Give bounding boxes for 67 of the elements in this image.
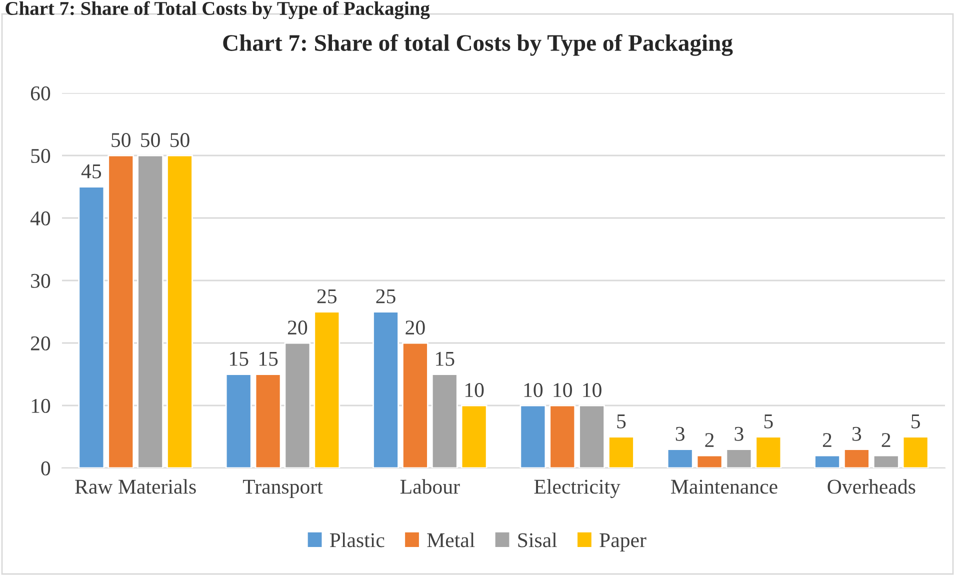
bar xyxy=(284,342,311,468)
bar xyxy=(872,454,900,468)
bar xyxy=(314,311,340,468)
bar xyxy=(108,154,134,468)
x-tick-label: Transport xyxy=(242,480,323,498)
bar xyxy=(520,404,546,468)
data-label: 10 xyxy=(524,383,543,398)
bar xyxy=(814,454,840,468)
data-label: 15 xyxy=(436,352,454,366)
bar xyxy=(666,448,694,468)
bar xyxy=(431,374,458,468)
caption: Chart 7: Share of Total Costs by Type of Packaging xyxy=(6,1,430,20)
legend-label: Metal xyxy=(427,532,475,548)
legend-label: Plastic xyxy=(330,532,384,548)
y-tick-label: 0 xyxy=(41,461,50,476)
data-label: 50 xyxy=(141,133,160,148)
bar xyxy=(726,448,752,468)
bar xyxy=(225,374,252,468)
data-label: 5 xyxy=(617,414,626,428)
y-tick-label: 10 xyxy=(32,398,50,413)
bar xyxy=(254,374,282,468)
bar xyxy=(549,404,576,468)
data-label: 3 xyxy=(734,426,744,441)
bar xyxy=(843,448,870,468)
data-label: 45 xyxy=(81,164,102,178)
bar xyxy=(755,436,782,468)
bar xyxy=(578,404,606,468)
bar xyxy=(372,311,399,468)
x-tick-label: Labour xyxy=(400,479,460,494)
data-label: 20 xyxy=(288,320,308,335)
x-tick-label: Raw Materials xyxy=(75,479,196,494)
data-label: 25 xyxy=(317,289,337,304)
bar xyxy=(608,436,634,468)
data-label: 15 xyxy=(259,352,278,366)
data-label: 15 xyxy=(230,352,248,366)
data-label: 2 xyxy=(822,433,832,447)
y-tick-label: 30 xyxy=(31,274,50,288)
y-tick-label: 60 xyxy=(30,86,50,100)
bar xyxy=(78,186,105,468)
y-tick-label: 20 xyxy=(30,336,50,350)
bar xyxy=(137,154,164,468)
data-label: 2 xyxy=(705,433,714,447)
bar xyxy=(460,404,488,468)
data-label: 20 xyxy=(406,320,425,335)
data-label: 2 xyxy=(882,433,890,447)
bar xyxy=(696,454,723,468)
data-label: 3 xyxy=(852,426,862,441)
data-label: 5 xyxy=(912,414,920,428)
data-label: 10 xyxy=(465,383,484,398)
x-tick-label: Electricity xyxy=(534,479,620,498)
y-tick-label: 50 xyxy=(31,148,50,163)
data-label: 25 xyxy=(376,289,396,304)
data-label: 50 xyxy=(170,133,190,148)
data-label: 3 xyxy=(676,426,684,441)
y-tick-label: 40 xyxy=(30,211,50,226)
bar xyxy=(166,154,193,468)
data-label: 10 xyxy=(583,383,602,398)
chart-title: Chart 7: Share of total Costs by Type of Packaging xyxy=(223,34,733,56)
x-tick-label: Maintenance xyxy=(671,480,778,494)
data-label: 10 xyxy=(554,383,572,398)
legend-label: Paper xyxy=(600,533,646,552)
bar xyxy=(402,342,428,468)
data-label: 50 xyxy=(112,133,130,148)
x-tick-label: Overheads xyxy=(828,479,916,494)
bar xyxy=(902,436,929,468)
data-label: 5 xyxy=(764,414,773,428)
legend-label: Sisal xyxy=(518,532,557,548)
